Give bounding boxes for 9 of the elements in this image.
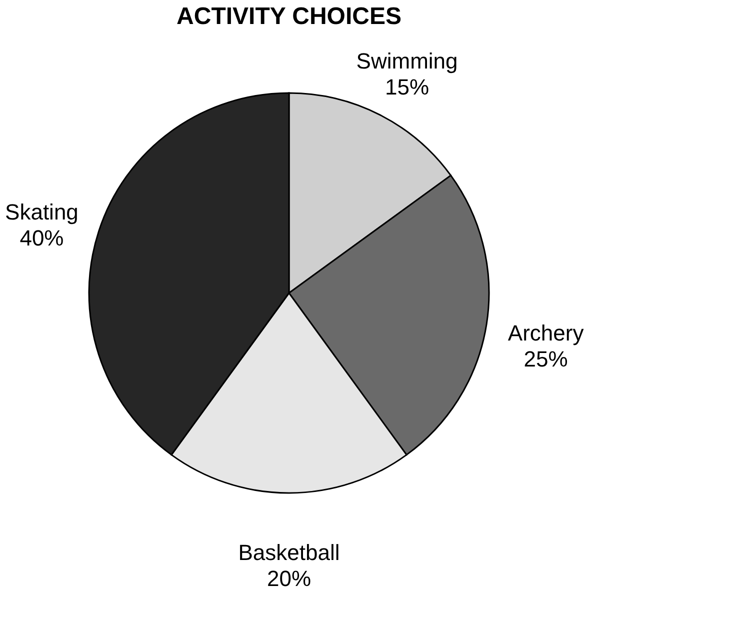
slice-label: Skating [5, 200, 78, 225]
data-label: 15% [385, 74, 430, 100]
data-label: 20% [266, 566, 312, 591]
data-label: 40% [20, 226, 64, 251]
slice-label: Swimming [356, 48, 458, 74]
slice-label: Archery [508, 320, 584, 346]
slice-label: Basketball [238, 540, 340, 565]
data-label: 25% [524, 346, 568, 372]
chart-title: ACTIVITY CHOICES [176, 3, 402, 30]
